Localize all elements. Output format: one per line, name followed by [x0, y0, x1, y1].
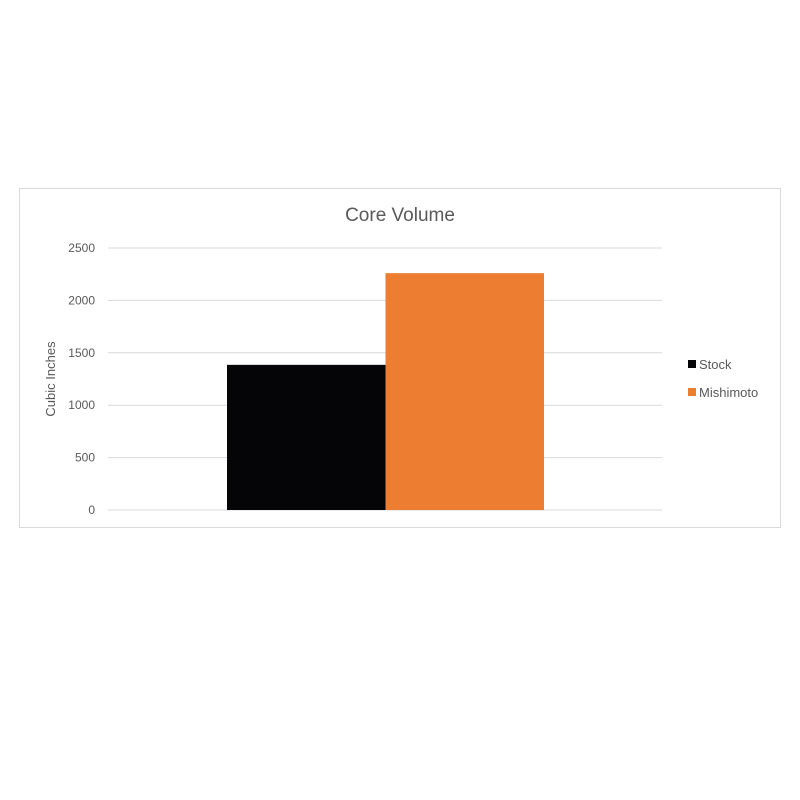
bar-mishimoto — [385, 273, 544, 510]
y-axis-label: Cubic Inches — [43, 341, 58, 417]
y-tick-label: 1500 — [68, 346, 95, 360]
y-tick-label: 2500 — [68, 241, 95, 255]
y-tick-label: 0 — [88, 503, 95, 517]
chart-title: Core Volume — [345, 205, 455, 226]
legend-swatch — [688, 360, 696, 368]
y-tick-label: 1000 — [68, 398, 95, 412]
y-tick-label: 2000 — [68, 293, 95, 307]
y-tick-label: 500 — [75, 451, 95, 465]
bar-stock — [227, 364, 386, 510]
legend-label: Mishimoto — [699, 385, 758, 400]
chart-frame — [19, 188, 781, 528]
legend-swatch — [688, 388, 696, 396]
legend-label: Stock — [699, 357, 732, 372]
